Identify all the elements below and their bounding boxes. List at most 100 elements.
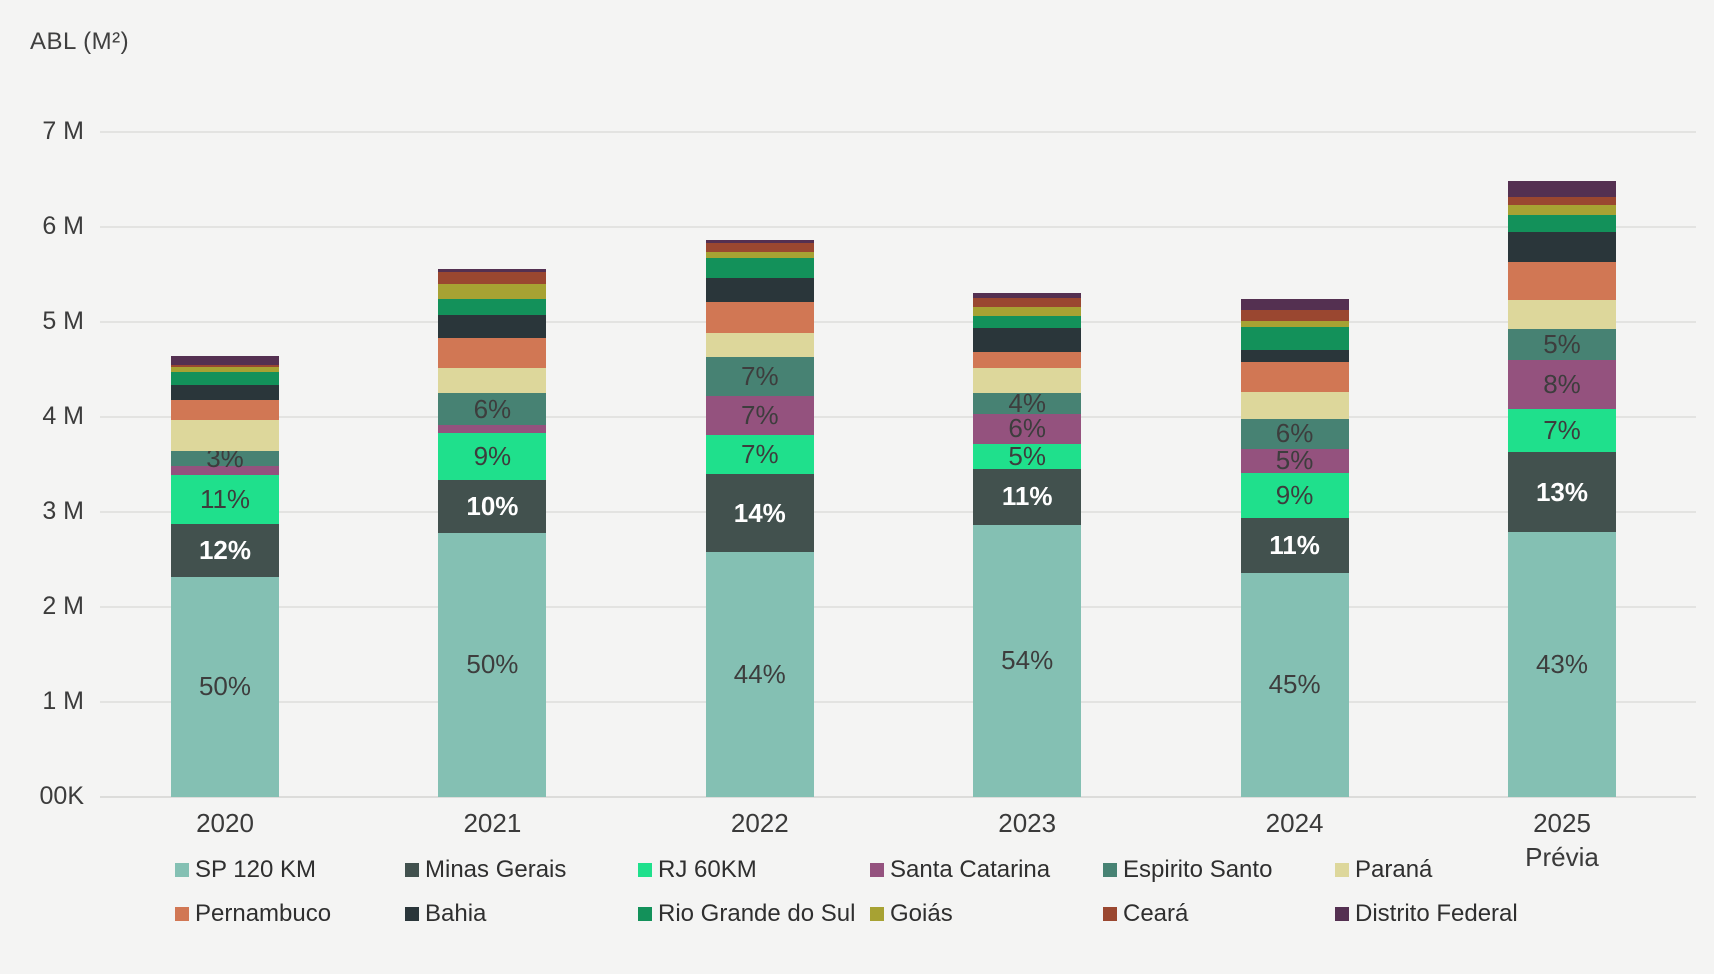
bar-segment-cear-2020[interactable] — [171, 365, 279, 368]
bar-segment-pernambuco-2021[interactable] — [438, 337, 547, 368]
bar-segment-paran-2020[interactable] — [171, 420, 279, 451]
segment-value-label: 43% — [1535, 649, 1589, 680]
segment-value-label: 11% — [1001, 481, 1053, 512]
gridline-00k — [100, 796, 1696, 798]
bar-segment-minas-gerais-2024[interactable]: 11% — [1240, 518, 1349, 573]
bar-segment-sp-120-km-2020[interactable]: 50% — [171, 576, 279, 797]
legend-item-cear[interactable]: Ceará — [1103, 900, 1188, 928]
bar-segment-minas-gerais-2020[interactable]: 12% — [171, 523, 279, 577]
bar-segment-paran-2025-pr-via[interactable] — [1508, 299, 1616, 330]
bar-segment-goi-s-2021[interactable] — [438, 284, 547, 299]
bar-segment-bahia-2025-pr-via[interactable] — [1508, 232, 1616, 263]
bar-segment-rio-grande-do-sul-2025-pr-via[interactable] — [1508, 215, 1616, 233]
legend-item-minas-gerais[interactable]: Minas Gerais — [405, 856, 566, 884]
bar-segment-sp-120-km-2024[interactable]: 45% — [1240, 572, 1349, 797]
bar-segment-espirito-santo-2020[interactable]: 3% — [171, 443, 279, 473]
bar-segment-paran-2022[interactable] — [705, 332, 814, 358]
legend-item-goi-s[interactable]: Goiás — [870, 900, 953, 928]
bar-segment-minas-gerais-2025-pr-via[interactable]: 13% — [1508, 452, 1616, 533]
x-tick-line: 2024 — [1265, 808, 1324, 838]
segment-value-label: 9% — [473, 440, 512, 471]
bar-segment-bahia-2023[interactable] — [973, 328, 1082, 353]
segment-value-label: 5% — [1275, 445, 1314, 476]
x-tick-2025-pr-via: 2025 Prévia — [1462, 806, 1662, 874]
bar-segment-cear-2023[interactable] — [973, 298, 1082, 307]
bar-segment-distrito-federal-2020[interactable] — [171, 356, 279, 365]
y-tick-4-m: 4 M — [42, 402, 84, 430]
y-tick-5-m: 5 M — [42, 307, 84, 335]
bar-segment-santa-catarina-2022[interactable]: 7% — [705, 396, 814, 436]
segment-value-label: 10% — [466, 490, 519, 521]
bar-segment-goi-s-2023[interactable] — [973, 306, 1082, 317]
bar-segment-minas-gerais-2022[interactable]: 14% — [705, 474, 814, 553]
legend-item-espirito-santo[interactable]: Espirito Santo — [1103, 856, 1272, 884]
bar-segment-santa-catarina-2021[interactable] — [438, 425, 547, 433]
bar-segment-rj-60km-2021[interactable]: 9% — [438, 432, 547, 481]
bar-segment-paran-2023[interactable] — [973, 368, 1082, 394]
bar-segment-minas-gerais-2023[interactable]: 11% — [973, 469, 1082, 525]
bar-segment-pernambuco-2020[interactable] — [171, 400, 279, 421]
bar-segment-rj-60km-2022[interactable]: 7% — [705, 435, 814, 475]
bar-segment-espirito-santo-2024[interactable]: 6% — [1240, 418, 1349, 449]
bar-segment-cear-2024[interactable] — [1240, 309, 1349, 321]
bar-segment-rio-grande-do-sul-2021[interactable] — [438, 298, 547, 315]
bar-segment-distrito-federal-2021[interactable] — [438, 268, 547, 273]
bar-segment-pernambuco-2025-pr-via[interactable] — [1508, 262, 1616, 300]
bar-segment-bahia-2020[interactable] — [171, 384, 279, 401]
bar-segment-sp-120-km-2021[interactable]: 50% — [438, 532, 547, 797]
bar-segment-distrito-federal-2024[interactable] — [1240, 299, 1349, 310]
bar-segment-distrito-federal-2025-pr-via[interactable] — [1508, 181, 1616, 197]
bar-segment-goi-s-2024[interactable] — [1240, 320, 1349, 327]
bar-segment-espirito-santo-2023[interactable]: 4% — [973, 388, 1082, 418]
legend-label-minas-gerais: Minas Gerais — [425, 856, 567, 883]
bar-segment-cear-2022[interactable] — [705, 243, 814, 252]
y-tick-6-m: 6 M — [42, 212, 84, 240]
legend-item-paran[interactable]: Paraná — [1335, 856, 1432, 884]
bar-segment-rio-grande-do-sul-2022[interactable] — [705, 258, 814, 278]
bar-segment-rio-grande-do-sul-2020[interactable] — [171, 371, 279, 385]
bar-segment-rio-grande-do-sul-2024[interactable] — [1240, 326, 1349, 351]
bar-segment-rj-60km-2024[interactable]: 9% — [1240, 473, 1349, 519]
bar-segment-santa-catarina-2025-pr-via[interactable]: 8% — [1508, 359, 1616, 410]
bar-segment-pernambuco-2024[interactable] — [1240, 362, 1349, 393]
legend-label-santa-catarina: Santa Catarina — [890, 856, 1051, 883]
bar-segment-goi-s-2025-pr-via[interactable] — [1508, 205, 1616, 216]
bar-segment-santa-catarina-2023[interactable]: 6% — [973, 413, 1082, 444]
bar-segment-minas-gerais-2021[interactable]: 10% — [438, 480, 547, 533]
legend-item-sp-120-km[interactable]: SP 120 KM — [175, 856, 316, 884]
bar-segment-cear-2021[interactable] — [438, 272, 547, 285]
bar-segment-rio-grande-do-sul-2023[interactable] — [973, 316, 1082, 329]
bar-segment-bahia-2022[interactable] — [705, 277, 814, 303]
bar-segment-rj-60km-2020[interactable]: 11% — [171, 475, 279, 524]
bar-segment-paran-2024[interactable] — [1240, 392, 1349, 419]
legend-item-distrito-federal[interactable]: Distrito Federal — [1335, 900, 1518, 928]
bar-segment-sp-120-km-2023[interactable]: 54% — [973, 524, 1082, 797]
bar-segment-distrito-federal-2023[interactable] — [973, 292, 1082, 299]
legend-item-pernambuco[interactable]: Pernambuco — [175, 900, 331, 928]
bar-segment-rj-60km-2023[interactable]: 5% — [973, 441, 1082, 471]
legend-item-rj-60km[interactable]: RJ 60KM — [638, 856, 757, 884]
gridline-7-m — [100, 131, 1696, 133]
bar-segment-paran-2021[interactable] — [438, 367, 547, 394]
legend-swatch-distrito-federal — [1335, 907, 1349, 921]
bar-segment-bahia-2024[interactable] — [1240, 350, 1349, 363]
bar-segment-pernambuco-2022[interactable] — [705, 302, 814, 333]
bar-segment-espirito-santo-2021[interactable]: 6% — [438, 393, 547, 426]
bar-segment-sp-120-km-2022[interactable]: 44% — [705, 552, 814, 797]
legend-item-bahia[interactable]: Bahia — [405, 900, 486, 928]
bar-segment-santa-catarina-2024[interactable]: 5% — [1240, 445, 1349, 475]
bar-segment-sp-120-km-2025-pr-via[interactable]: 43% — [1508, 532, 1616, 797]
bar-segment-rj-60km-2025-pr-via[interactable]: 7% — [1508, 409, 1616, 453]
bar-segment-distrito-federal-2022[interactable] — [705, 240, 814, 244]
bar-segment-bahia-2021[interactable] — [438, 314, 547, 338]
bar-segment-santa-catarina-2020[interactable] — [171, 466, 279, 476]
bar-segment-espirito-santo-2025-pr-via[interactable]: 5% — [1508, 329, 1616, 360]
legend-label-espirito-santo: Espirito Santo — [1123, 856, 1273, 883]
bar-segment-goi-s-2022[interactable] — [705, 251, 814, 259]
legend-item-santa-catarina[interactable]: Santa Catarina — [870, 856, 1050, 884]
bar-segment-cear-2025-pr-via[interactable] — [1508, 196, 1616, 206]
bar-segment-goi-s-2020[interactable] — [171, 367, 279, 372]
bar-segment-espirito-santo-2022[interactable]: 7% — [705, 357, 814, 397]
bar-segment-pernambuco-2023[interactable] — [973, 352, 1082, 369]
legend-item-rio-grande-do-sul[interactable]: Rio Grande do Sul — [638, 900, 855, 928]
